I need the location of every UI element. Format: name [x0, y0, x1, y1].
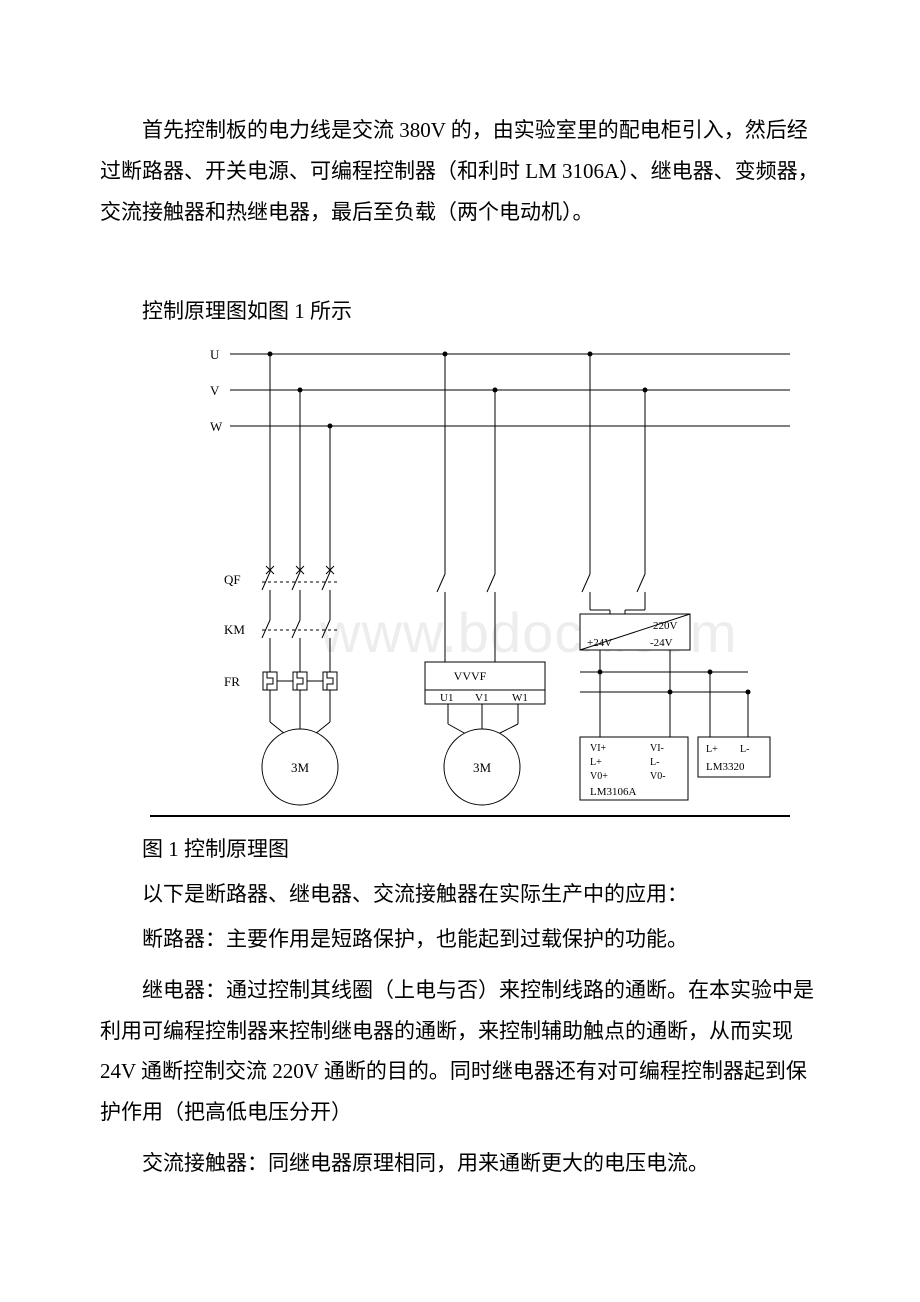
paragraph-usage-intro: 以下是断路器、继电器、交流接触器在实际生产中的应用：: [100, 874, 820, 915]
plc-pin-vin: VI-: [650, 743, 664, 754]
ext-ln: L-: [740, 744, 749, 755]
phase-label-u: U: [210, 347, 220, 362]
label-qf: QF: [224, 572, 241, 587]
plc-pin-lp: L+: [590, 757, 602, 768]
paragraph-intro: 首先控制板的电力线是交流 380V 的，由实验室里的配电柜引入，然后经过断路器、…: [100, 110, 820, 233]
paragraph-relay: 继电器：通过控制其线圈（上电与否）来控制线路的通断。在本实验中是利用可编程控制器…: [100, 970, 820, 1134]
label-motor-left: 3M: [291, 760, 310, 775]
label-psu-outn: -24V: [650, 637, 673, 649]
label-fr: FR: [224, 674, 240, 689]
label-vvvf-w1: W1: [512, 692, 528, 704]
ext-model: LM3320: [706, 761, 745, 773]
label-psu-in: 220V: [653, 620, 678, 632]
plc-pin-ln: L-: [650, 757, 659, 768]
phase-label-v: V: [210, 383, 220, 398]
figure-caption: 图 1 控制原理图: [100, 829, 820, 870]
paragraph-fig-ref: 控制原理图如图 1 所示: [100, 291, 820, 332]
plc-pin-vop: V0+: [590, 771, 608, 782]
paragraph-contactor: 交流接触器：同继电器原理相同，用来通断更大的电压电流。: [100, 1143, 820, 1184]
control-principle-diagram: U V W www.bdocx.com: [150, 342, 790, 817]
label-motor-right: 3M: [473, 760, 492, 775]
label-vvvf: VVVF: [454, 669, 487, 683]
phase-label-w: W: [210, 419, 223, 434]
plc-pin-vip: VI+: [590, 743, 607, 754]
label-psu-outp: +24V: [587, 637, 612, 649]
label-km: KM: [224, 622, 245, 637]
plc-pin-von: V0-: [650, 771, 666, 782]
label-vvvf-u1: U1: [440, 692, 453, 704]
plc-model: LM3106A: [590, 786, 637, 798]
paragraph-breaker: 断路器：主要作用是短路保护，也能起到过载保护的功能。: [100, 919, 820, 960]
ext-lp: L+: [706, 744, 718, 755]
label-vvvf-v1: V1: [475, 692, 488, 704]
